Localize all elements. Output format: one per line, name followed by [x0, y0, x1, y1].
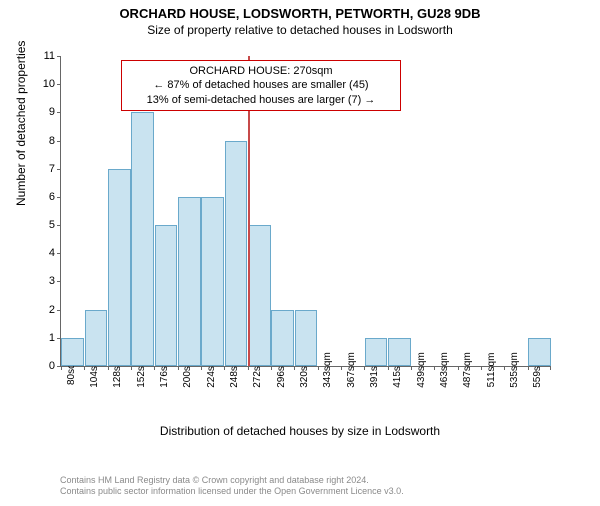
x-tick-mark — [84, 366, 85, 370]
y-tick-label: 2 — [35, 304, 55, 316]
plot-region: 0123456789101180sqm104sqm128sqm152sqm176… — [60, 56, 551, 367]
callout-line-1: ORCHARD HOUSE: 270sqm — [128, 64, 394, 78]
y-tick-label: 0 — [35, 360, 55, 372]
x-tick-label: 343sqm — [322, 352, 333, 388]
y-tick-label: 8 — [35, 135, 55, 147]
x-tick-mark — [201, 366, 202, 370]
x-tick-mark — [411, 366, 412, 370]
histogram-bar — [248, 225, 270, 366]
page-title: ORCHARD HOUSE, LODSWORTH, PETWORTH, GU28… — [0, 6, 600, 21]
x-tick-mark — [434, 366, 435, 370]
y-tick-mark — [57, 225, 61, 226]
x-tick-mark — [458, 366, 459, 370]
x-tick-mark — [108, 366, 109, 370]
x-tick-mark — [341, 366, 342, 370]
y-tick-label: 10 — [35, 78, 55, 90]
x-tick-mark — [224, 366, 225, 370]
x-tick-mark — [131, 366, 132, 370]
x-axis-label: Distribution of detached houses by size … — [0, 424, 600, 438]
y-tick-mark — [57, 112, 61, 113]
y-tick-mark — [57, 84, 61, 85]
callout-line-3: 13% of semi-detached houses are larger (… — [128, 93, 394, 107]
y-tick-label: 6 — [35, 191, 55, 203]
x-tick-mark — [271, 366, 272, 370]
histogram-bar — [85, 310, 107, 366]
x-tick-mark — [504, 366, 505, 370]
x-tick-mark — [550, 366, 551, 370]
x-tick-mark — [294, 366, 295, 370]
histogram-bar — [225, 141, 247, 366]
y-tick-label: 7 — [35, 163, 55, 175]
y-tick-mark — [57, 253, 61, 254]
histogram-bar — [108, 169, 130, 366]
x-tick-mark — [364, 366, 365, 370]
x-tick-mark — [481, 366, 482, 370]
x-tick-label: 367sqm — [346, 352, 357, 388]
y-tick-mark — [57, 56, 61, 57]
y-tick-label: 4 — [35, 247, 55, 259]
x-tick-mark — [248, 366, 249, 370]
page-subtitle: Size of property relative to detached ho… — [0, 23, 600, 37]
histogram-bar — [365, 338, 387, 366]
footer-attribution: Contains HM Land Registry data © Crown c… — [60, 475, 404, 498]
x-tick-mark — [154, 366, 155, 370]
x-tick-mark — [388, 366, 389, 370]
y-tick-label: 3 — [35, 275, 55, 287]
x-tick-mark — [61, 366, 62, 370]
histogram-bar — [271, 310, 293, 366]
x-tick-label: 487sqm — [462, 352, 473, 388]
chart-area: 0123456789101180sqm104sqm128sqm152sqm176… — [60, 56, 580, 396]
histogram-bar — [61, 338, 83, 366]
histogram-bar — [201, 197, 223, 366]
y-tick-mark — [57, 141, 61, 142]
y-tick-mark — [57, 338, 61, 339]
y-tick-label: 9 — [35, 106, 55, 118]
histogram-bar — [528, 338, 550, 366]
y-tick-label: 1 — [35, 332, 55, 344]
x-tick-label: 439sqm — [416, 352, 427, 388]
histogram-bar — [295, 310, 317, 366]
y-tick-mark — [57, 281, 61, 282]
histogram-bar — [388, 338, 410, 366]
y-tick-mark — [57, 169, 61, 170]
x-tick-mark — [528, 366, 529, 370]
y-tick-mark — [57, 310, 61, 311]
y-tick-mark — [57, 197, 61, 198]
x-tick-label: 463sqm — [439, 352, 450, 388]
histogram-bar — [131, 112, 153, 366]
x-tick-label: 511sqm — [486, 353, 497, 388]
y-axis-label: Number of detached properties — [14, 41, 28, 206]
x-tick-mark — [318, 366, 319, 370]
histogram-bar — [155, 225, 177, 366]
footer-line-1: Contains HM Land Registry data © Crown c… — [60, 475, 404, 487]
y-tick-label: 11 — [35, 50, 55, 62]
footer-line-2: Contains public sector information licen… — [60, 486, 404, 498]
y-tick-label: 5 — [35, 219, 55, 231]
x-tick-label: 535sqm — [509, 352, 520, 388]
callout-box: ORCHARD HOUSE: 270sqm← 87% of detached h… — [121, 60, 401, 111]
callout-line-2: ← 87% of detached houses are smaller (45… — [128, 78, 394, 92]
histogram-bar — [178, 197, 200, 366]
x-tick-mark — [178, 366, 179, 370]
